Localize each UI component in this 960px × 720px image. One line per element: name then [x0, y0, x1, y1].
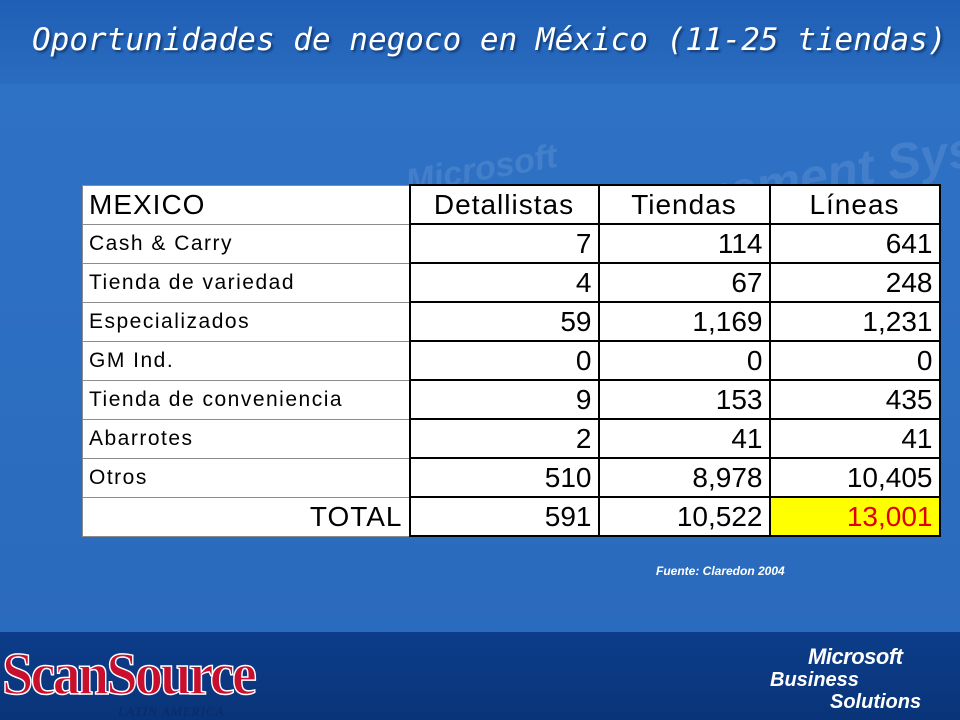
- table-total-row: TOTAL 591 10,522 13,001: [82, 496, 941, 537]
- title-bar: [0, 0, 960, 84]
- table-row: Especializados 59 1,169 1,231: [82, 301, 941, 342]
- cell-detallistas: 7: [408, 223, 600, 264]
- table-row: Tienda de variedad 4 67 248: [82, 262, 941, 303]
- microsoft-business-solutions-logo: Microsoft Business Solutions: [770, 644, 921, 713]
- cell-tiendas: 114: [597, 223, 771, 264]
- header-lineas: Líneas: [768, 184, 941, 225]
- cell-detallistas: 59: [408, 301, 600, 342]
- cell-lineas: 641: [768, 223, 941, 264]
- cell-lineas: 41: [768, 418, 941, 459]
- total-tiendas: 10,522: [597, 496, 771, 537]
- row-label: Tienda de conveniencia: [82, 379, 410, 420]
- table-row: Abarrotes 2 41 41: [82, 418, 941, 459]
- cell-lineas: 248: [768, 262, 941, 303]
- row-label: Cash & Carry: [82, 223, 410, 264]
- table-row: Tienda de conveniencia 9 153 435: [82, 379, 941, 420]
- cell-lineas: 1,231: [768, 301, 941, 342]
- scansource-logo-subtitle: LATIN AMERICA: [117, 704, 225, 719]
- row-label: Otros: [82, 457, 410, 498]
- logo-solutions-text: Solutions: [830, 691, 921, 713]
- cell-tiendas: 153: [597, 379, 771, 420]
- footer-band: [0, 632, 960, 720]
- table-row: Cash & Carry 7 114 641: [82, 223, 941, 264]
- row-label: Especializados: [82, 301, 410, 342]
- cell-tiendas: 1,169: [597, 301, 771, 342]
- cell-tiendas: 8,978: [597, 457, 771, 498]
- total-detallistas: 591: [408, 496, 600, 537]
- total-lineas: 13,001: [768, 496, 941, 537]
- cell-detallistas: 2: [408, 418, 600, 459]
- cell-lineas: 435: [768, 379, 941, 420]
- cell-lineas: 10,405: [768, 457, 941, 498]
- cell-detallistas: 0: [408, 340, 600, 381]
- row-label: Tienda de variedad: [82, 262, 410, 303]
- row-label: Abarrotes: [82, 418, 410, 459]
- cell-tiendas: 41: [597, 418, 771, 459]
- scansource-logo-text: ScanSource: [2, 641, 256, 707]
- scansource-logo: ScanSource LATIN AMERICA: [1, 640, 260, 719]
- slide-title: Oportunidades de negoco en México (11-25…: [32, 22, 947, 58]
- header-detallistas: Detallistas: [408, 184, 600, 225]
- table-row: GM Ind. 0 0 0: [82, 340, 941, 381]
- stores-table: MEXICO Detallistas Tiendas Líneas Cash &…: [82, 184, 941, 537]
- source-note: Fuente: Claredon 2004: [656, 564, 785, 578]
- cell-detallistas: 4: [408, 262, 600, 303]
- cell-detallistas: 9: [408, 379, 600, 420]
- logo-microsoft-text: Microsoft: [808, 644, 905, 669]
- table-header-row: MEXICO Detallistas Tiendas Líneas: [82, 184, 941, 225]
- logo-business-text: Business: [770, 669, 859, 691]
- cell-tiendas: 67: [597, 262, 771, 303]
- table-row: Otros 510 8,978 10,405: [82, 457, 941, 498]
- header-mexico: MEXICO: [82, 184, 410, 225]
- cell-detallistas: 510: [408, 457, 600, 498]
- row-label: GM Ind.: [82, 340, 410, 381]
- total-label: TOTAL: [82, 496, 410, 537]
- cell-tiendas: 0: [597, 340, 771, 381]
- header-tiendas: Tiendas: [597, 184, 771, 225]
- cell-lineas: 0: [768, 340, 941, 381]
